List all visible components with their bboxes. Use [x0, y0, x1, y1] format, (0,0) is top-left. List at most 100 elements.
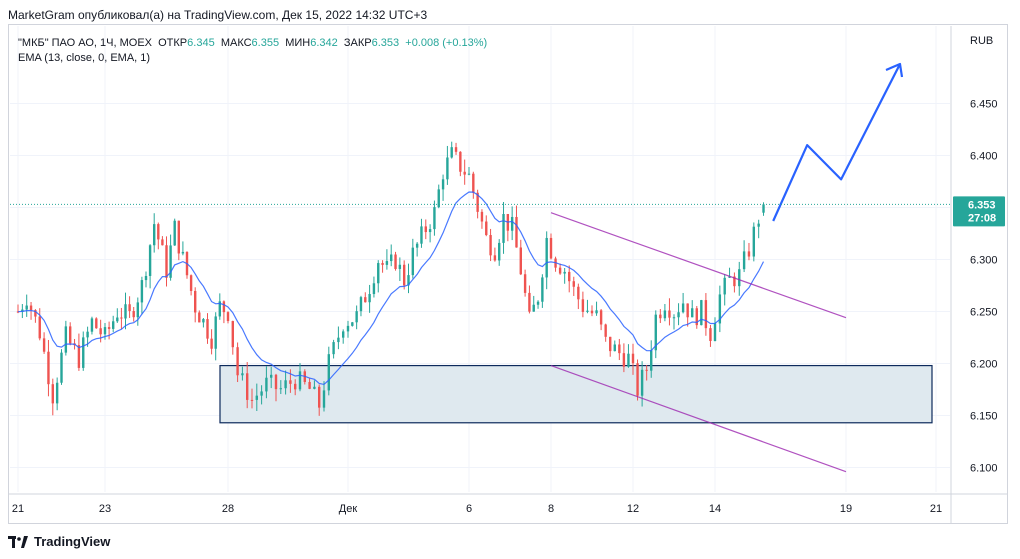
- candle-body: [38, 316, 41, 339]
- candle-body: [668, 310, 671, 318]
- x-tick-label: 21: [12, 503, 24, 515]
- candle-body: [459, 151, 462, 172]
- candle-body: [140, 280, 144, 303]
- candle-body: [654, 314, 657, 351]
- candle-body: [672, 317, 676, 319]
- candle-body: [332, 342, 335, 355]
- candle-body: [420, 226, 423, 244]
- candle-body: [241, 373, 244, 376]
- candle-body: [618, 344, 621, 354]
- candle-body: [586, 310, 589, 312]
- candle-body: [206, 319, 209, 339]
- candle-body: [318, 386, 321, 408]
- candle-body: [322, 390, 326, 408]
- candle-body: [355, 311, 358, 323]
- x-tick-label: 12: [627, 503, 639, 515]
- candle-body: [747, 251, 751, 257]
- candle-body: [640, 369, 644, 396]
- candle-body: [450, 147, 453, 158]
- candle-body: [577, 286, 580, 300]
- candle-body: [549, 237, 553, 259]
- candle-body: [407, 275, 410, 286]
- candle-body: [563, 271, 566, 274]
- candle-body: [581, 299, 585, 312]
- candle-body: [762, 204, 765, 213]
- candle-body: [659, 314, 662, 319]
- candle-body: [622, 353, 626, 367]
- candle-body: [144, 275, 148, 281]
- x-tick-label: 21: [930, 503, 942, 515]
- candle-body: [116, 317, 119, 322]
- candle-body: [270, 374, 273, 378]
- candle-body: [107, 327, 111, 329]
- candle-body: [428, 229, 432, 233]
- candle-body: [686, 303, 689, 318]
- candle-body: [289, 380, 292, 384]
- candle-body: [214, 316, 217, 349]
- candle-body: [599, 310, 603, 325]
- candle-body: [536, 301, 540, 305]
- y-tick-label: 6.150: [970, 411, 998, 423]
- candle-body: [733, 276, 736, 287]
- candle-body: [198, 312, 201, 323]
- candle-body: [136, 302, 139, 318]
- candle-body: [346, 325, 350, 332]
- published-by-text: MarketGram опубликовал(а) на TradingView…: [8, 8, 428, 22]
- candle-body: [181, 251, 185, 254]
- candle-body: [695, 308, 698, 326]
- candle-body: [441, 179, 445, 190]
- candle-body: [627, 353, 630, 367]
- high-label: МАКС: [220, 37, 252, 49]
- ohlc-row: "МКБ" ПАО АО, 1Ч, MOEX ОТКР6.345 МАКС6.3…: [18, 36, 487, 51]
- candle-body: [489, 235, 492, 256]
- candle-body: [604, 324, 607, 337]
- candle-body: [467, 173, 471, 175]
- forecast-arrow-line: [772, 63, 901, 222]
- candle-body: [636, 363, 639, 396]
- candle-body: [595, 310, 598, 314]
- currency-label: RUB: [970, 35, 993, 47]
- candle-body: [498, 242, 501, 261]
- candle-body: [572, 281, 575, 287]
- candle-body: [64, 326, 68, 353]
- candle-body: [510, 216, 514, 231]
- candle-body: [359, 297, 363, 312]
- x-tick-label: Дек: [339, 503, 358, 515]
- candle-body: [29, 305, 33, 311]
- candle-body: [528, 292, 531, 312]
- y-tick-label: 6.100: [970, 463, 998, 475]
- candle-body: [523, 274, 527, 293]
- candle-body: [51, 384, 54, 404]
- candle-body: [194, 290, 197, 313]
- candle-body: [613, 344, 616, 352]
- candle-body: [161, 239, 164, 246]
- chart-legend: "МКБ" ПАО АО, 1Ч, MOEX ОТКР6.345 МАКС6.3…: [18, 36, 487, 66]
- x-tick-label: 19: [840, 503, 852, 515]
- candle-body: [472, 173, 475, 193]
- candle-body: [485, 221, 488, 236]
- symbol-title[interactable]: "МКБ" ПАО АО, 1Ч, MOEX: [18, 37, 152, 49]
- candle-body: [390, 254, 393, 262]
- candle-body: [16, 311, 20, 313]
- candle-body: [476, 192, 479, 212]
- candle-body: [231, 321, 234, 348]
- candle-body: [21, 309, 24, 312]
- candle-body: [558, 267, 562, 274]
- last-price-badge: [953, 196, 1005, 227]
- candle-body: [95, 318, 98, 329]
- candle-body: [250, 399, 254, 401]
- candle-body: [502, 213, 505, 243]
- candle-body: [381, 263, 384, 265]
- channel-upper-line: [550, 212, 847, 319]
- candle-body: [411, 247, 415, 276]
- candle-body: [189, 275, 193, 291]
- ema-indicator-label[interactable]: EMA (13, close, 0, EMA, 1): [18, 52, 151, 64]
- candle-body: [454, 147, 458, 152]
- candle-body: [398, 264, 402, 269]
- candle-body: [236, 347, 239, 376]
- candle-body: [337, 337, 340, 343]
- candle-body: [394, 254, 397, 269]
- candle-body: [385, 261, 389, 265]
- candle-body: [47, 351, 50, 385]
